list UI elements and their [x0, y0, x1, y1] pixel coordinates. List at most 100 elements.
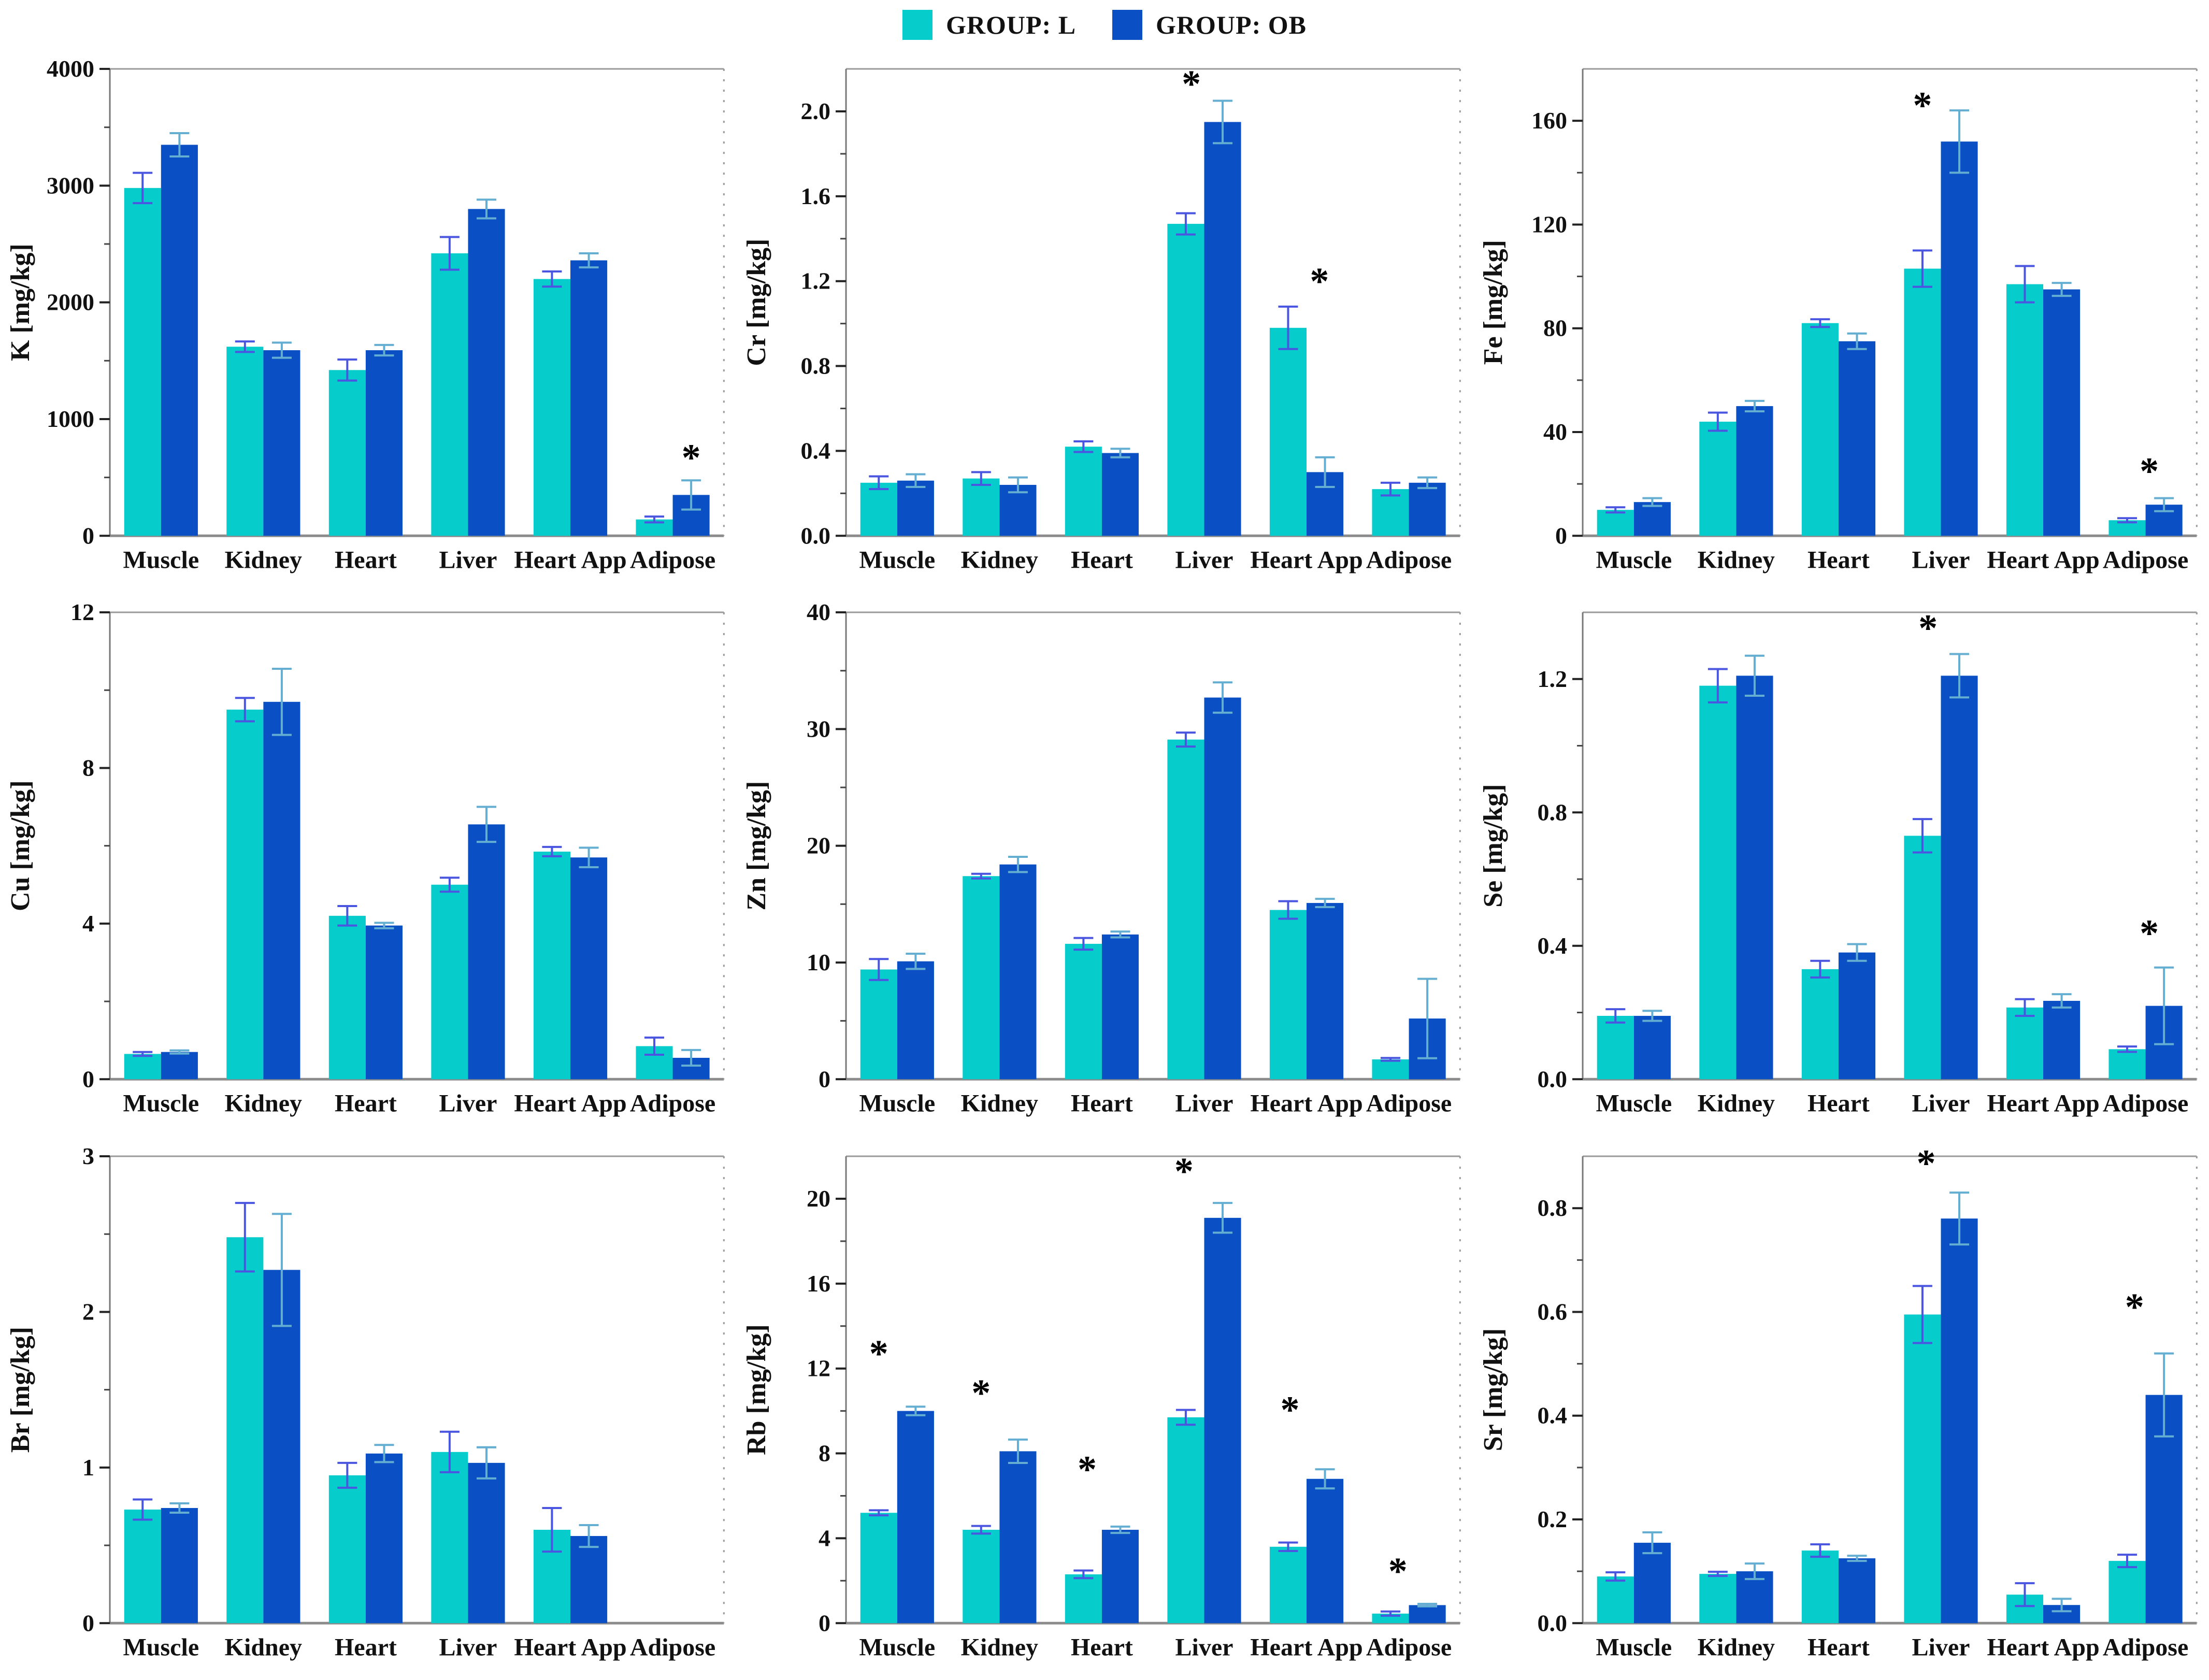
- bar-group-ob: [1838, 1558, 1875, 1623]
- category-label: Muscle: [1596, 1090, 1672, 1117]
- chart-Se: 0.0 0.4 0.8 1.2 Se [mg/kg] Muscle Kidney Heart L…: [1473, 593, 2209, 1136]
- category-label: Heart App: [514, 1090, 626, 1117]
- bar-group-ob: [897, 1411, 935, 1623]
- chart-Sr: 0.0 0.2 0.4 0.6 0.8 Sr [mg/kg] Muscle Kidney Hea…: [1473, 1137, 2209, 1680]
- bar-group-l: [1372, 489, 1409, 536]
- y-tick-label: 1.6: [801, 183, 831, 209]
- significance-asterisk: *: [1918, 607, 1938, 650]
- significance-asterisk: *: [2140, 450, 2159, 493]
- legend-label-group-ob: GROUP: OB: [1156, 10, 1307, 39]
- bar-group-ob: [365, 350, 403, 536]
- bar-group-l: [860, 969, 898, 1080]
- chart-svg-Sr: 0.0 0.2 0.4 0.6 0.8 Sr [mg/kg] Muscle Kidney Hea…: [1479, 1142, 2198, 1661]
- chart-Fe: 0 40 80 120 160 Fe [mg/kg] Muscle Kidney Heart Li…: [1473, 49, 2209, 593]
- legend-item-group-l: GROUP: L: [902, 9, 1076, 40]
- y-tick-label: 0.8: [1537, 1195, 1567, 1221]
- y-tick-label: 20: [807, 832, 830, 859]
- category-label: Adipose: [1366, 546, 1452, 573]
- bar-group-l: [1065, 944, 1102, 1080]
- category-label: Liver: [1175, 1633, 1233, 1661]
- bar-group-ob: [468, 209, 505, 536]
- bar-group-ob: [1102, 453, 1139, 536]
- y-tick-label: 0.6: [1537, 1298, 1567, 1325]
- category-label: Adipose: [2103, 546, 2188, 573]
- chart-svg-K: 0 1000 2000 3000 4000 K [mg/kg] Muscle Kidney He…: [6, 55, 725, 573]
- chart-Rb: 0 4 8 12 16 20 Rb [mg/kg] Muscle Kidney Heart Live…: [736, 1137, 1472, 1680]
- bar-group-ob: [1736, 676, 1773, 1080]
- y-tick-label: 2000: [47, 289, 94, 315]
- y-tick-label: 4: [819, 1525, 830, 1551]
- chart-svg-Zn: 0 10 20 30 40 Zn [mg/kg] Muscle Kidney Heart Live…: [742, 599, 1461, 1117]
- category-label: Heart App: [1987, 546, 2099, 573]
- bar-group-l: [2006, 284, 2043, 536]
- bar-group-ob: [1307, 1478, 1344, 1623]
- bar-group-l: [1167, 739, 1204, 1080]
- bar-group-ob: [468, 824, 505, 1080]
- significance-asterisk: *: [1310, 260, 1329, 303]
- bar-group-ob: [1409, 1605, 1446, 1623]
- legend-swatch-ob: [1112, 9, 1143, 40]
- chart-svg-Rb: 0 4 8 12 16 20 Rb [mg/kg] Muscle Kidney Heart Live…: [742, 1150, 1461, 1661]
- bar-group-l: [533, 852, 571, 1080]
- y-tick-label: 1000: [47, 406, 94, 432]
- category-label: Heart App: [1251, 546, 1363, 573]
- bar-group-ob: [161, 1052, 198, 1080]
- y-tick-label: 1: [82, 1454, 94, 1481]
- chart-svg-Cr: 0.0 0.4 0.8 1.2 1.6 2.0 Cr [mg/kg] Muscle Kidney…: [742, 63, 1461, 573]
- y-tick-label: 40: [1543, 419, 1567, 445]
- bar-group-l: [1065, 1574, 1102, 1623]
- category-label: Muscle: [123, 1633, 199, 1661]
- y-tick-label: 1.2: [801, 268, 831, 294]
- y-tick-label: 3000: [47, 172, 94, 198]
- bar-group-ob: [365, 925, 403, 1080]
- y-tick-label: 0.4: [801, 437, 831, 464]
- bar-group-l: [1904, 836, 1941, 1080]
- category-label: Kidney: [1697, 1090, 1774, 1117]
- category-label: Muscle: [859, 1090, 936, 1117]
- chart-K: 0 1000 2000 3000 4000 K [mg/kg] Muscle Kidney He…: [0, 49, 736, 593]
- y-tick-label: 12: [70, 599, 94, 625]
- bar-group-l: [1699, 1573, 1737, 1623]
- category-label: Heart: [1071, 1633, 1133, 1661]
- y-tick-label: 0.8: [1537, 799, 1567, 826]
- y-tick-label: 0: [1555, 522, 1567, 549]
- category-label: Heart App: [1987, 1090, 2099, 1117]
- category-label: Kidney: [1697, 1633, 1774, 1661]
- bar-group-ob: [365, 1453, 403, 1623]
- y-tick-label: 20: [807, 1185, 830, 1212]
- bar-group-l: [328, 370, 366, 536]
- bar-group-ob: [263, 702, 300, 1080]
- bar-group-ob: [1633, 1542, 1671, 1623]
- category-label: Adipose: [2103, 1633, 2188, 1661]
- bar-group-ob: [161, 1507, 198, 1623]
- category-label: Liver: [439, 1090, 497, 1117]
- bar-group-l: [431, 253, 468, 536]
- significance-asterisk: *: [1078, 1448, 1097, 1491]
- bar-group-l: [1597, 1576, 1634, 1623]
- category-label: Muscle: [123, 1090, 199, 1117]
- bar-group-l: [226, 347, 264, 536]
- y-tick-label: 0.0: [801, 522, 831, 549]
- y-tick-label: 120: [1531, 211, 1567, 237]
- bar-group-l: [963, 1529, 1000, 1623]
- category-label: Heart App: [1987, 1633, 2099, 1661]
- y-tick-label: 10: [807, 949, 830, 975]
- y-tick-label: 0: [819, 1610, 830, 1636]
- y-tick-label: 4000: [47, 55, 94, 82]
- category-label: Heart: [1808, 1633, 1870, 1661]
- bar-group-ob: [999, 865, 1037, 1080]
- bar-group-l: [1270, 910, 1307, 1080]
- bar-group-ob: [1204, 122, 1241, 536]
- category-label: Adipose: [630, 1090, 715, 1117]
- bar-group-ob: [897, 480, 935, 536]
- bar-group-l: [860, 1512, 898, 1623]
- y-tick-label: 8: [819, 1440, 830, 1466]
- category-label: Muscle: [123, 546, 199, 573]
- chart-Br: 0 1 2 3 Br [mg/kg] Muscle Kidney Heart Liver Hear…: [0, 1137, 736, 1680]
- y-tick-label: 160: [1531, 107, 1567, 134]
- y-tick-label: 2: [82, 1298, 94, 1325]
- y-tick-label: 0: [82, 1610, 94, 1636]
- charts-grid: 0 1000 2000 3000 4000 K [mg/kg] Muscle Kidney He…: [0, 49, 2209, 1680]
- bar-group-l: [533, 279, 571, 536]
- bar-group-ob: [1409, 482, 1446, 536]
